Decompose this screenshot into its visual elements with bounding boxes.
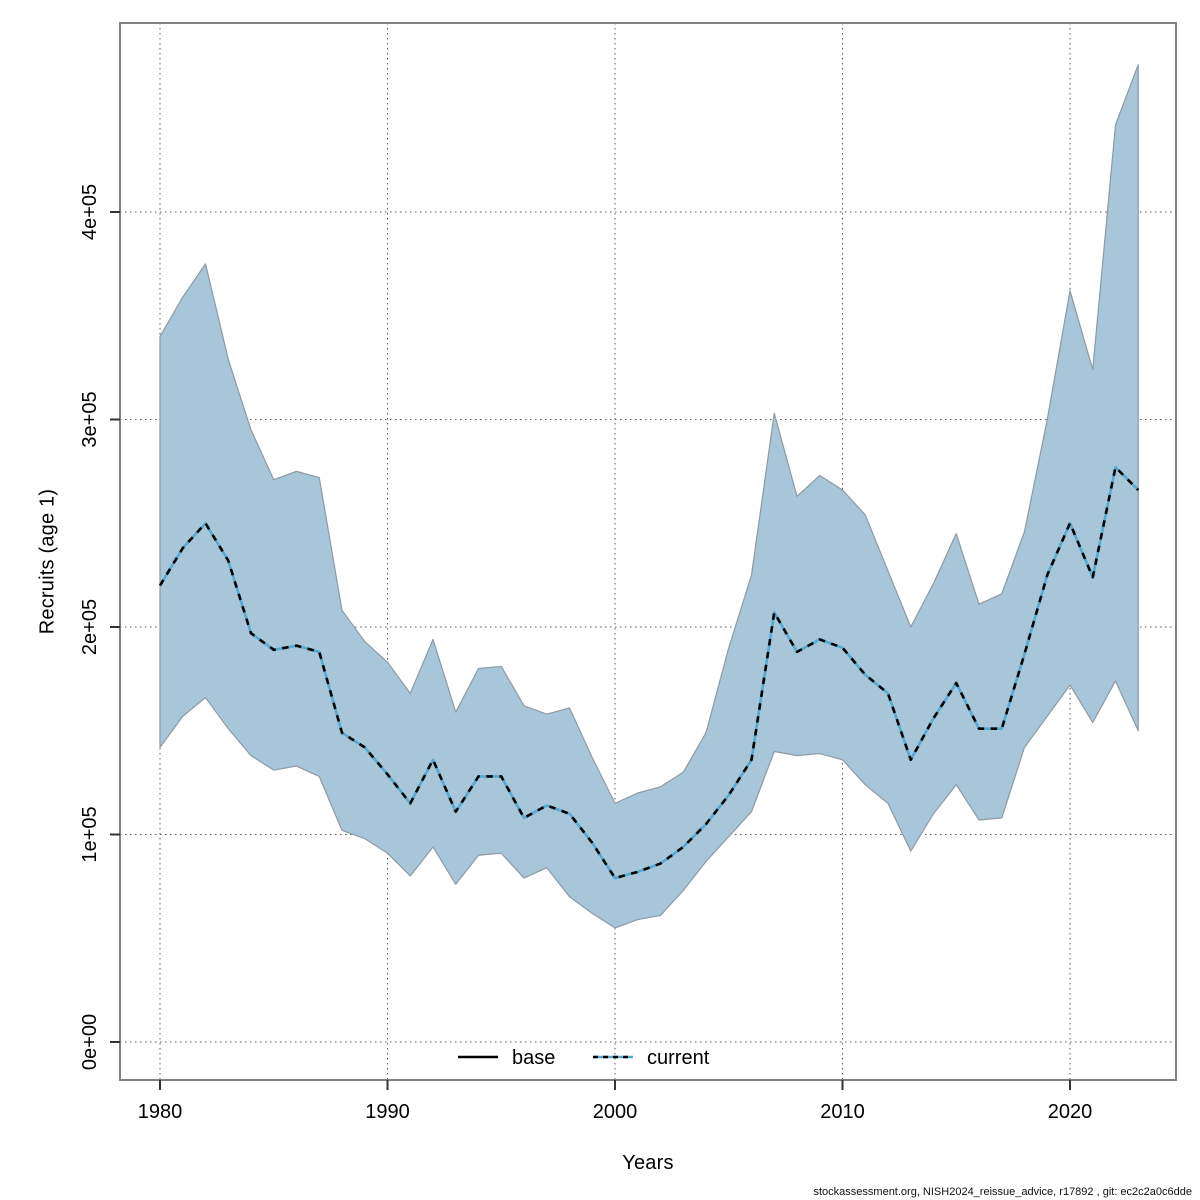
plot-border: [119, 22, 1177, 1081]
current-line-dotted-overlay: [158, 465, 1140, 880]
x-axis-title: Years: [622, 1152, 674, 1174]
y-tick-label-0e+00: 0e+00: [79, 1014, 101, 1070]
x-tick-label-2020: 2020: [1048, 1101, 1093, 1123]
x-tick-label-2000: 2000: [593, 1101, 638, 1123]
y-tick-label-3e+05: 3e+05: [79, 391, 101, 447]
y-tick-label-2e+05: 2e+05: [79, 599, 101, 655]
x-tick-label-2010: 2010: [820, 1101, 865, 1123]
x-tick-label-1990: 1990: [365, 1101, 410, 1123]
y-tick-label-1e+05: 1e+05: [79, 806, 101, 862]
x-tick-label-1980: 1980: [138, 1101, 183, 1123]
y-axis-title: Recruits (age 1): [36, 488, 59, 635]
confidence-ribbon: [159, 64, 1139, 929]
footer-provenance-text: stockassessment.org, NISH2024_reissue_ad…: [813, 1186, 1193, 1198]
y-tick-label-4e+05: 4e+05: [79, 184, 101, 240]
legend-label-base: base: [512, 1047, 555, 1069]
legend-label-current: current: [647, 1047, 710, 1069]
